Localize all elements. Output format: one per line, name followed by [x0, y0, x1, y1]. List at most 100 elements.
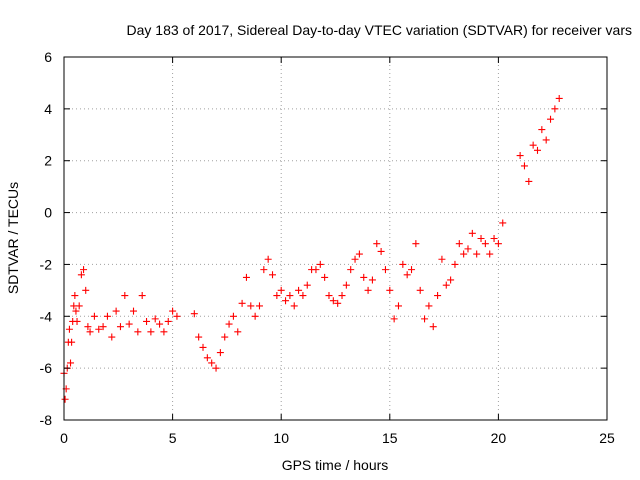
data-point [403, 271, 411, 279]
data-point [520, 162, 528, 170]
data-point [473, 250, 481, 258]
data-point [112, 307, 120, 315]
data-point [277, 286, 285, 294]
data-point [260, 266, 268, 274]
x-tick-label: 15 [382, 430, 398, 446]
data-point [547, 115, 555, 123]
x-tick-label: 5 [169, 430, 177, 446]
data-point [156, 320, 164, 328]
data-point [116, 323, 124, 331]
data-point [247, 302, 255, 310]
data-point [451, 260, 459, 268]
data-point [273, 292, 281, 300]
data-point [173, 312, 181, 320]
y-tick-label: 0 [44, 205, 52, 221]
data-point [416, 286, 424, 294]
data-point [355, 250, 363, 258]
data-point [77, 271, 85, 279]
data-point [103, 312, 111, 320]
grid-lines [64, 57, 607, 420]
chart-title: Day 183 of 2017, Sidereal Day-to-day VTE… [127, 22, 633, 38]
tick-labels: 0 5 10 15 20 25 -8 -6 -4 -2 0 2 4 6 [40, 49, 615, 446]
x-tick-label: 25 [599, 430, 615, 446]
data-point [216, 349, 224, 357]
x-tick-label: 0 [60, 430, 68, 446]
data-point [199, 343, 207, 351]
data-point [316, 260, 324, 268]
data-point [386, 286, 394, 294]
data-point [338, 292, 346, 300]
data-point [75, 302, 83, 310]
data-point [394, 302, 402, 310]
data-point [360, 273, 368, 281]
data-point [95, 325, 103, 333]
data-point [455, 240, 463, 248]
data-point [160, 328, 168, 336]
data-point [90, 312, 98, 320]
data-point [295, 286, 303, 294]
data-point [130, 307, 138, 315]
data-point [429, 323, 437, 331]
data-point [282, 297, 290, 305]
data-point [290, 302, 298, 310]
series-sdtvar [60, 94, 563, 403]
y-tick-label: -8 [40, 412, 53, 428]
data-point [377, 247, 385, 255]
data-point [221, 333, 229, 341]
data-point [347, 266, 355, 274]
data-point [464, 245, 472, 253]
data-point [555, 94, 563, 102]
data-point [434, 292, 442, 300]
data-point [460, 250, 468, 258]
data-point [425, 302, 433, 310]
data-point [251, 312, 259, 320]
data-point [486, 250, 494, 258]
data-point [438, 255, 446, 263]
data-point [312, 266, 320, 274]
data-point [286, 292, 294, 300]
data-point [533, 146, 541, 154]
data-points [60, 94, 563, 403]
data-point [490, 235, 498, 242]
data-point [303, 281, 311, 289]
data-point [269, 271, 277, 279]
data-point [325, 292, 333, 300]
data-point [421, 315, 429, 323]
data-point [65, 325, 73, 333]
y-tick-label: 6 [44, 49, 52, 65]
x-axis-label: GPS time / hours [282, 457, 389, 473]
data-point [299, 292, 307, 300]
y-tick-label: -6 [40, 360, 53, 376]
data-point [61, 395, 69, 403]
data-point [390, 315, 398, 323]
data-point [195, 333, 203, 341]
data-point [551, 105, 559, 113]
data-point [321, 273, 329, 281]
data-point [399, 260, 407, 268]
axis-ticks [63, 56, 608, 421]
data-point [494, 240, 502, 248]
data-point [164, 317, 172, 325]
data-point [143, 317, 151, 325]
data-point [255, 302, 263, 310]
data-point [229, 312, 237, 320]
data-point [151, 315, 159, 323]
data-point [99, 323, 107, 331]
data-point [334, 299, 342, 307]
data-point [169, 307, 177, 315]
data-point [86, 328, 94, 336]
data-point [264, 255, 272, 263]
data-point [368, 276, 376, 284]
data-point [208, 359, 216, 367]
data-point [67, 359, 75, 367]
x-tick-label: 10 [273, 430, 289, 446]
data-point [72, 307, 80, 315]
data-point [351, 255, 359, 263]
data-point [225, 320, 233, 328]
data-point [499, 219, 507, 227]
data-point [84, 323, 92, 331]
data-point [82, 286, 90, 294]
data-point [190, 310, 198, 318]
data-point [238, 299, 246, 307]
